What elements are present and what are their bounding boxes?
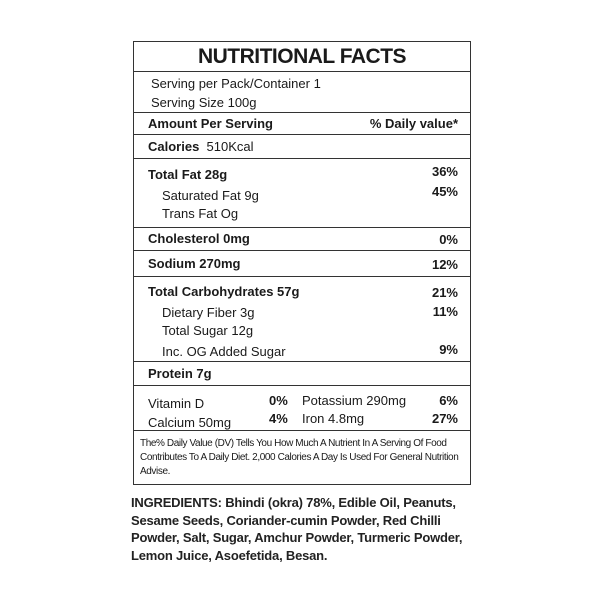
fat-row: Total Fat 28g 36% Saturated Fat 9g 45% T…	[134, 159, 470, 228]
calories-row: Calories 510Kcal	[134, 135, 470, 159]
total-carbohydrates-dv: 21%	[431, 285, 458, 300]
protein-row: Protein 7g	[134, 362, 470, 386]
daily-value-footnote: The% Daily Value (DV) Tells You How Much…	[140, 438, 459, 477]
iron: Iron 4.8mg	[302, 411, 365, 426]
total-carbohydrates: Total Carbohydrates 57g	[148, 284, 300, 299]
ingredients-text: Bhindi (okra) 78%, Edible Oil, Peanuts, …	[131, 495, 463, 563]
nutrition-facts-panel: NUTRITIONAL FACTS Serving per Pack/Conta…	[133, 41, 471, 485]
amount-per-serving: Amount Per Serving	[148, 116, 273, 131]
vitamin-d: Vitamin D	[148, 396, 205, 411]
daily-value-header: % Daily value*	[369, 116, 458, 131]
calories-value: 510Kcal	[206, 139, 254, 154]
serving-size: Serving Size 100g	[151, 95, 257, 110]
dietary-fiber: Dietary Fiber 3g	[162, 305, 255, 320]
serving-row: Serving per Pack/Container 1 Serving Siz…	[134, 72, 470, 113]
potassium: Potassium 290mg	[302, 393, 407, 408]
trans-fat: Trans Fat Og	[162, 206, 239, 221]
amount-header-row: Amount Per Serving % Daily value*	[134, 113, 470, 135]
cholesterol: Cholesterol 0mg	[148, 231, 250, 246]
vitamins-minerals-row: Vitamin D 0% Potassium 290mg 6% Calcium …	[134, 386, 470, 431]
calcium-dv: 4%	[269, 411, 288, 426]
saturated-fat-dv: 45%	[431, 184, 458, 199]
potassium-dv: 6%	[439, 393, 458, 408]
serving-per-pack: Serving per Pack/Container 1	[151, 76, 321, 91]
calcium: Calcium 50mg	[148, 415, 232, 430]
carbohydrates-row: Total Carbohydrates 57g 21% Dietary Fibe…	[134, 277, 470, 362]
added-sugar-dv: 9%	[439, 342, 458, 357]
ingredients: INGREDIENTS: Bhindi (okra) 78%, Edible O…	[131, 494, 471, 564]
protein: Protein 7g	[148, 366, 212, 381]
sodium-row: Sodium 270mg 12%	[134, 251, 470, 277]
cholesterol-dv: 0%	[439, 232, 458, 247]
total-fat: Total Fat 28g	[148, 167, 228, 182]
title-row: NUTRITIONAL FACTS	[134, 42, 470, 72]
ingredients-label: INGREDIENTS:	[131, 495, 222, 510]
iron-dv: 27%	[431, 411, 458, 426]
panel-title: NUTRITIONAL FACTS	[197, 45, 407, 68]
cholesterol-row: Cholesterol 0mg 0%	[134, 228, 470, 251]
saturated-fat: Saturated Fat 9g	[162, 188, 259, 203]
sodium: Sodium 270mg	[148, 256, 241, 271]
sodium-dv: 12%	[431, 257, 458, 272]
added-sugar: Inc. OG Added Sugar	[162, 344, 286, 359]
dietary-fiber-dv: 11%	[432, 304, 458, 319]
total-sugar: Total Sugar 12g	[162, 323, 254, 338]
calories-label: Calories	[148, 139, 200, 154]
vitamin-d-dv: 0%	[269, 393, 288, 408]
total-fat-dv: 36%	[431, 164, 458, 179]
